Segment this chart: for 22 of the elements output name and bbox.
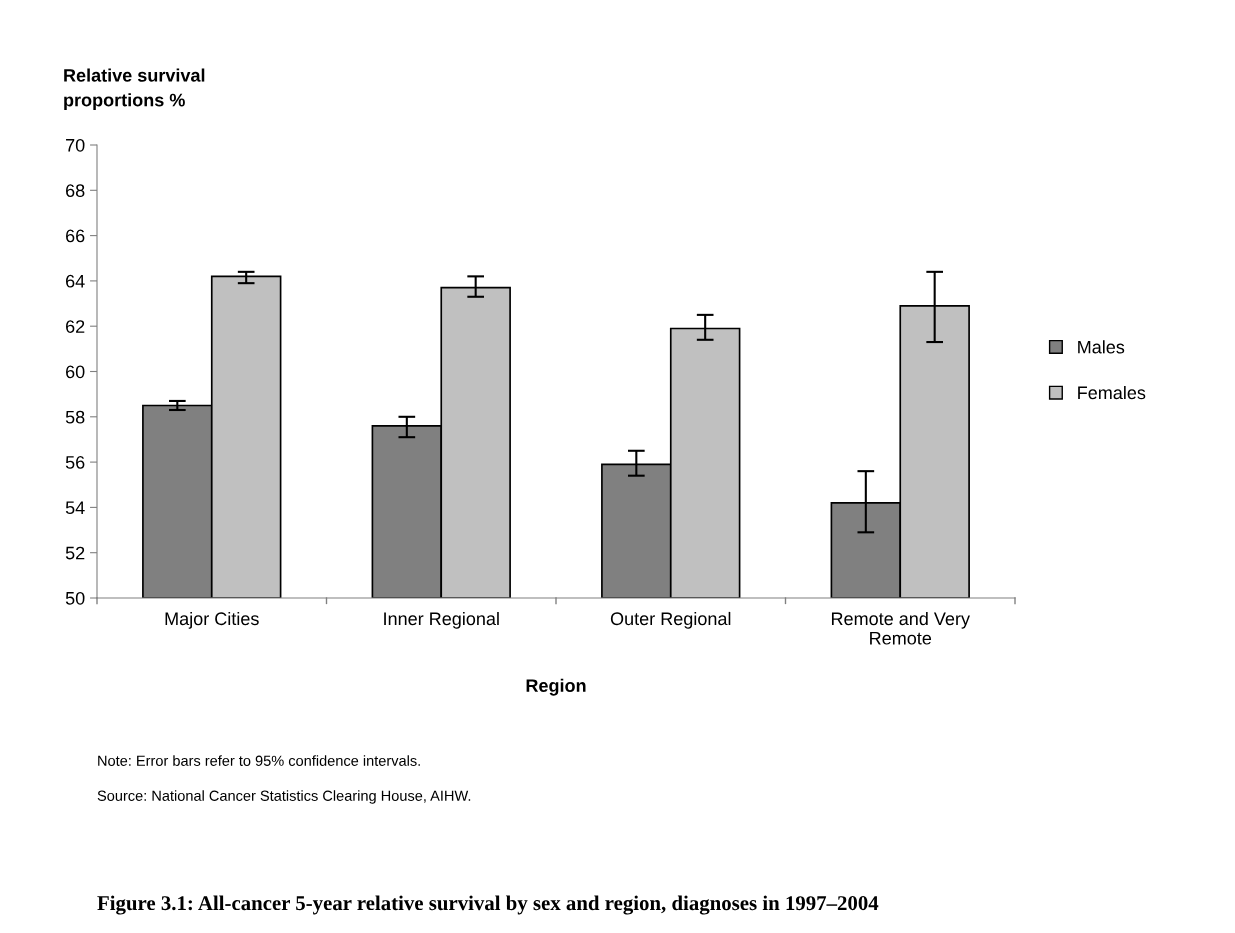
y-tick-label: 70: [66, 138, 85, 152]
y-tick-label: 50: [65, 591, 85, 605]
y-tick-label: 62: [66, 320, 85, 333]
x-tick-label: Remote and Very Remote: [831, 611, 970, 645]
legend-label: Males: [1078, 340, 1125, 354]
x-axis-title: Region: [526, 678, 586, 696]
x-tick-label: Major Cities: [165, 611, 259, 629]
y-tick-label: 52: [65, 546, 85, 560]
y-tick-label: 56: [65, 456, 85, 469]
y-tick-label: 68: [66, 184, 85, 198]
y-tick-label: 54: [65, 501, 85, 515]
y-tick-label: 58: [65, 410, 85, 424]
y-tick-label: 64: [66, 274, 85, 288]
legend-label: Females: [1078, 385, 1146, 400]
source-note: Source: National Cancer Statistics Clearing House, AIHW.: [97, 790, 471, 804]
y-axis-title: Relative survival proportions %: [64, 68, 205, 110]
x-tick-label: Inner Regional: [384, 611, 499, 629]
y-tick-label: 60: [66, 365, 85, 379]
text: Note: Error bars refer to 95% confidence intervals.: [98, 755, 420, 766]
x-tick-label: Outer Regional: [610, 611, 731, 629]
y-tick-label: 66: [66, 229, 85, 243]
text: Figure 3.1: All-cancer 5-year relative survival by sex and region, diagnoses in 1997–2004: [97, 895, 879, 915]
